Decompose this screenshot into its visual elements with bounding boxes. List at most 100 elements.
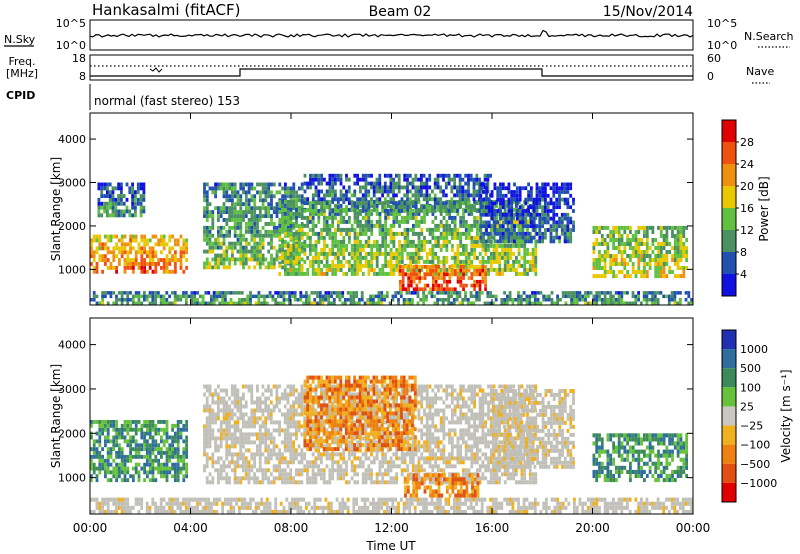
power-panel-cell bbox=[640, 274, 643, 279]
power-panel-cell bbox=[458, 301, 462, 305]
velocity-panel-cell bbox=[275, 428, 279, 433]
velocity-panel-cell bbox=[148, 478, 152, 483]
power-panel-cell bbox=[303, 247, 307, 252]
power-panel-cell bbox=[439, 189, 443, 194]
power-panel-cell bbox=[510, 239, 514, 244]
power-panel-cell bbox=[420, 185, 423, 190]
power-panel-cell bbox=[214, 265, 217, 270]
power-panel-cell bbox=[671, 270, 674, 274]
velocity-panel-cell bbox=[211, 412, 215, 417]
power-panel-cell bbox=[475, 181, 479, 186]
power-panel-cell bbox=[434, 271, 438, 276]
velocity-panel-cell bbox=[289, 404, 293, 409]
power-panel-cell bbox=[126, 250, 130, 255]
power-panel-cell bbox=[612, 270, 615, 274]
power-panel-cell bbox=[623, 246, 627, 250]
power-panel-cell bbox=[531, 291, 534, 295]
power-panel-cell bbox=[90, 246, 93, 251]
power-panel-cell bbox=[264, 182, 268, 187]
power-panel-cell bbox=[563, 228, 567, 232]
power-panel-cell bbox=[272, 261, 276, 266]
power-panel-cell bbox=[501, 201, 505, 206]
velocity-panel-cell bbox=[278, 464, 281, 469]
power-panel-cell bbox=[361, 271, 365, 276]
power-panel-cell bbox=[592, 250, 596, 254]
power-panel-cell bbox=[297, 223, 301, 228]
power-panel-cell bbox=[400, 185, 404, 190]
power-panel-cell bbox=[404, 287, 408, 292]
velocity-panel-cell bbox=[217, 444, 220, 449]
velocity-panel-cell bbox=[176, 439, 180, 444]
power-panel-cell bbox=[512, 235, 515, 240]
power-panel-cell bbox=[162, 242, 166, 247]
power-panel-cell bbox=[307, 301, 311, 305]
power-panel-cell bbox=[603, 258, 607, 262]
velocity-panel-cell bbox=[168, 454, 172, 459]
power-panel-cell bbox=[485, 209, 488, 213]
velocity-panel-cell bbox=[129, 423, 132, 428]
velocity-panel-cell bbox=[250, 396, 254, 401]
power-panel-cell bbox=[120, 254, 124, 259]
velocity-panel-cell bbox=[225, 456, 229, 461]
power-panel-cell bbox=[444, 193, 448, 198]
power-panel-cell bbox=[389, 259, 393, 264]
power-panel-cell bbox=[448, 276, 452, 280]
power-panel-cell bbox=[487, 231, 491, 236]
power-panel-cell bbox=[499, 235, 502, 240]
velocity-panel-cell bbox=[289, 384, 293, 389]
power-panel-cell bbox=[662, 242, 666, 246]
power-panel-cell bbox=[238, 301, 241, 305]
power-panel-cell bbox=[464, 173, 468, 178]
velocity-panel-cell bbox=[174, 470, 177, 475]
velocity-panel-cell bbox=[165, 470, 169, 475]
power-panel-cell bbox=[295, 259, 298, 264]
power-panel-cell bbox=[535, 182, 539, 187]
power-panel-cell bbox=[229, 298, 233, 302]
power-panel-cell bbox=[456, 247, 460, 252]
power-panel-cell bbox=[239, 249, 243, 254]
power-panel-cell bbox=[289, 243, 293, 248]
power-panel-cell bbox=[270, 241, 273, 246]
power-panel-cell bbox=[309, 247, 312, 252]
power-panel-cell bbox=[389, 197, 393, 202]
power-panel-cell bbox=[466, 298, 470, 302]
power-panel-cell bbox=[112, 250, 116, 255]
power-panel-cell bbox=[475, 209, 479, 213]
power-panel-cell bbox=[617, 262, 621, 266]
power-panel-cell bbox=[129, 242, 132, 247]
power-panel-cell bbox=[272, 210, 276, 214]
power-panel-cell bbox=[437, 265, 441, 269]
velocity-panel-cell bbox=[106, 478, 110, 483]
power-panel-cell bbox=[369, 298, 372, 302]
power-panel-cell bbox=[523, 255, 527, 260]
power-panel-cell bbox=[501, 227, 504, 232]
power-panel-cell bbox=[685, 250, 688, 254]
power-panel-cell bbox=[136, 186, 140, 191]
power-panel-cell bbox=[439, 209, 443, 213]
power-panel-cell bbox=[261, 206, 265, 211]
power-panel-cell bbox=[573, 298, 576, 302]
power-panel-cell bbox=[165, 258, 169, 262]
power-panel-cell bbox=[120, 201, 123, 206]
velocity-panel-cell bbox=[208, 416, 212, 421]
power-panel-cell bbox=[92, 250, 96, 255]
power-panel-cell bbox=[535, 205, 539, 210]
power-panel-cell bbox=[284, 239, 287, 244]
power-panel-cell bbox=[545, 298, 548, 302]
power-panel-cell bbox=[374, 294, 378, 299]
power-panel-cell bbox=[270, 237, 273, 242]
power-panel-cell bbox=[292, 194, 296, 199]
power-panel-cell bbox=[436, 197, 440, 202]
power-panel-cell bbox=[303, 239, 307, 244]
velocity-panel-cell bbox=[205, 456, 209, 461]
power-panel-cell bbox=[411, 298, 414, 302]
power-panel-cell bbox=[171, 234, 174, 239]
power-panel-cell bbox=[414, 207, 418, 212]
power-panel-cell bbox=[500, 298, 504, 302]
power-panel-cell bbox=[651, 291, 654, 295]
power-panel-cell bbox=[659, 225, 663, 230]
velocity-panel-cell bbox=[233, 428, 237, 433]
power-panel-cell bbox=[244, 249, 248, 254]
power-panel-cell bbox=[381, 251, 385, 256]
power-panel-cell bbox=[531, 259, 535, 264]
